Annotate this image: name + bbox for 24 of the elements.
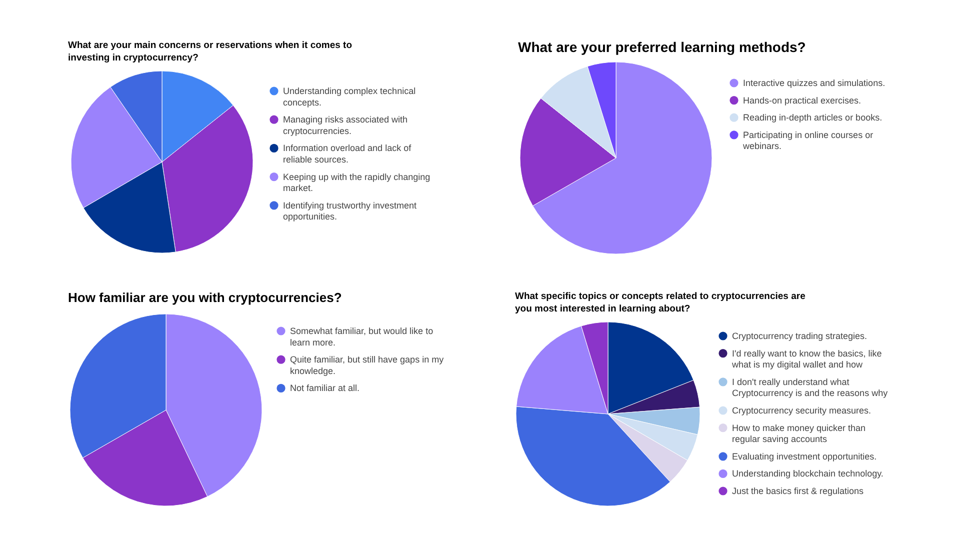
legend-label: Cryptocurrency security measures.: [732, 406, 872, 416]
legend-label: Somewhat familiar, but would like to learn more.: [290, 326, 434, 348]
legend-label: Information overload and lack of reliable sources.: [283, 143, 412, 164]
legend-label: Participating in online courses or webinars.: [742, 130, 874, 152]
legend-label: Identifying trustworthy investment opportunities.: [283, 200, 418, 222]
legend-label: How to make money quicker than regular saving accounts: [732, 422, 866, 444]
chart-title: What are your main concerns or reservations when it comes to investing in cryptocurrency?: [68, 40, 352, 64]
legend-label: Keeping up with the rapidly changing market.: [283, 172, 430, 194]
legend-label: Interactive quizzes and simulations.: [743, 78, 886, 88]
legend-label: I'd really want to know the basics, like what is my digital wallet and how: [731, 348, 882, 370]
chart-title: What specific topics or concepts related to cryptocurrencies are you most interested in learning about?: [515, 291, 806, 314]
legend-label: Understanding complex technical concepts.: [283, 86, 416, 108]
legend-label: Managing risks associated with cryptocurrencies.: [283, 114, 408, 136]
legend-label: Cryptocurrency trading strategies.: [732, 331, 868, 341]
legend-label: Evaluating investment opportunities.: [732, 451, 877, 462]
legend-label: Understanding blockchain technology.: [732, 468, 884, 479]
chart-title: What are your preferred learning methods?: [518, 39, 806, 55]
legend-label: Just the basics first & regulations: [732, 486, 864, 496]
legend-label: Quite familiar, but still have gaps in my knowledge.: [290, 354, 444, 376]
legend-label: Reading in-depth articles or books.: [743, 112, 882, 123]
legend-label: Hands-on practical exercises.: [743, 95, 862, 106]
legend-label: Not familiar at all.: [290, 383, 360, 394]
chart-title: How familiar are you with cryptocurrencies?: [68, 290, 342, 305]
legend-label: I don't really understand what Cryptocurrency is and the reasons why: [732, 376, 888, 398]
